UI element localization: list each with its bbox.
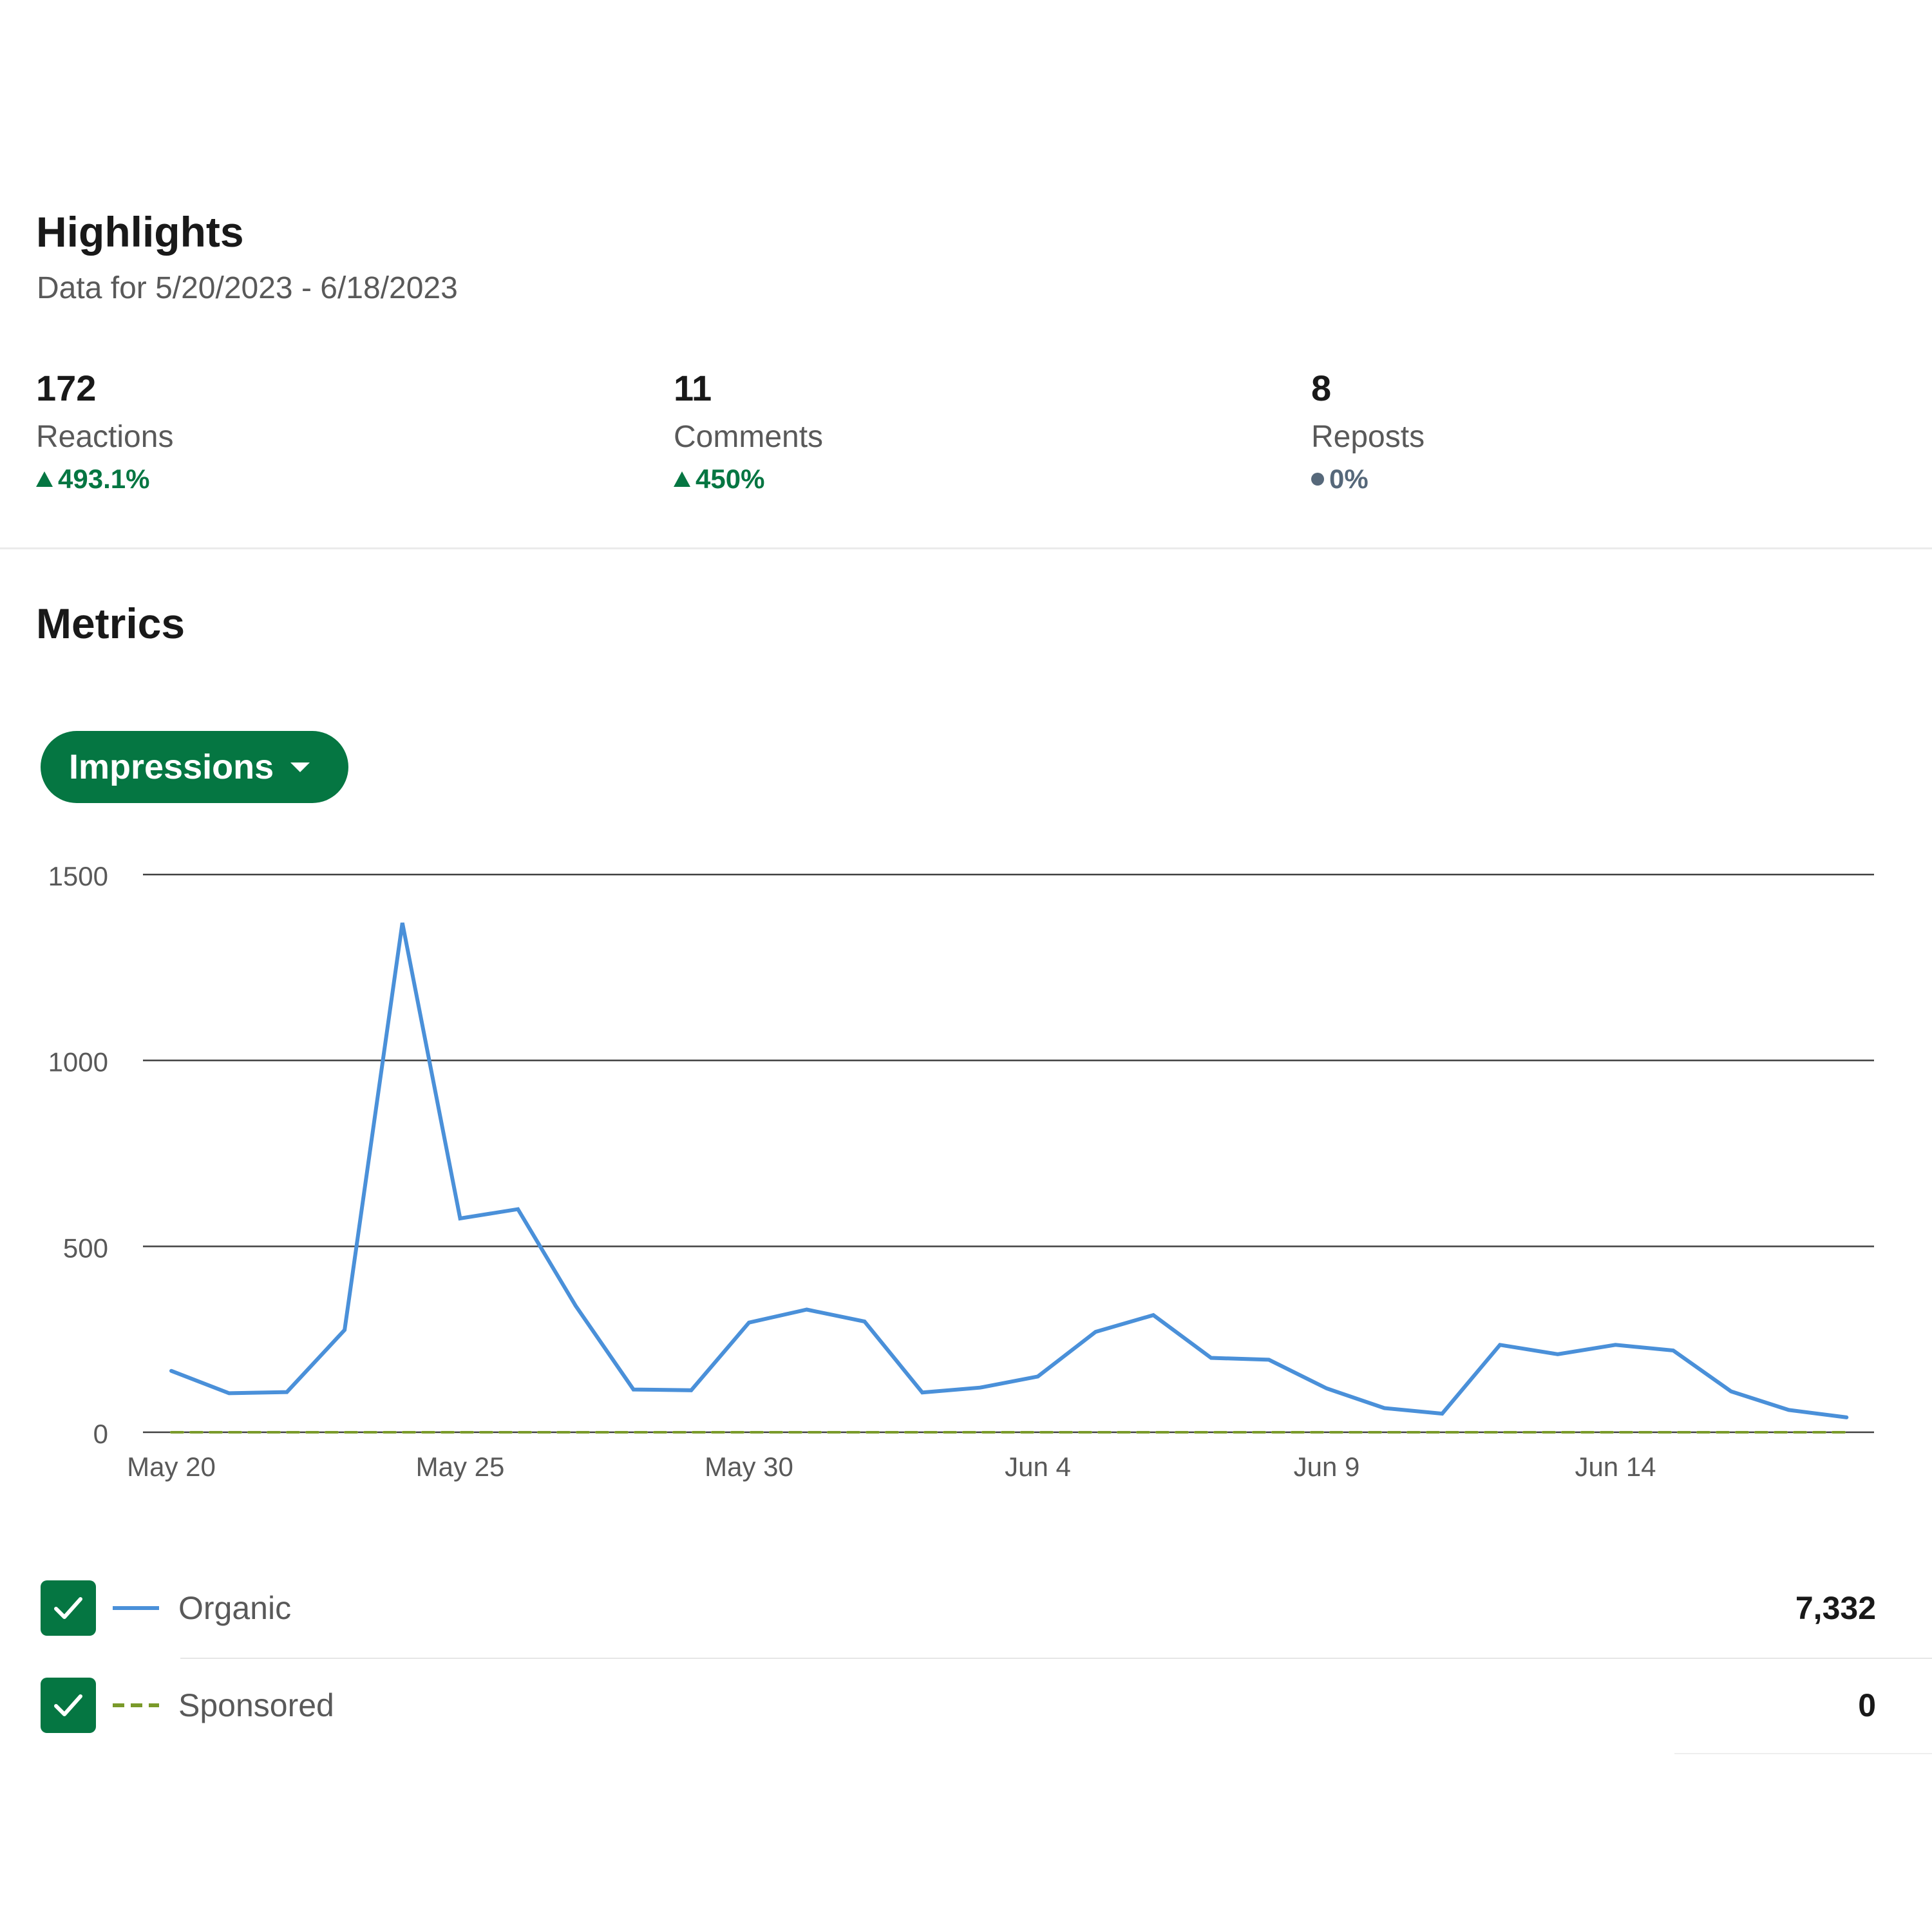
- stat-change-value: 493.1%: [58, 464, 150, 494]
- x-tick-label: May 30: [705, 1452, 793, 1482]
- sponsored-line-swatch: [113, 1703, 159, 1707]
- stat-reposts: 8 Reposts 0%: [1311, 367, 1425, 495]
- stat-value: 11: [674, 368, 712, 408]
- legend-label: Sponsored: [178, 1687, 334, 1723]
- sponsored-checkbox[interactable]: [41, 1678, 96, 1733]
- checkmark-icon: [54, 1597, 82, 1619]
- stat-reactions: 172 Reactions 493.1%: [36, 367, 173, 495]
- organic-line-swatch: [113, 1606, 159, 1610]
- stat-comments: 11 Comments 450%: [674, 367, 823, 495]
- trend-up-icon: [36, 471, 53, 487]
- highlights-title: Highlights: [36, 208, 244, 256]
- section-divider: [0, 547, 1932, 549]
- legend-divider: [180, 1658, 1932, 1659]
- stat-change-value: 0%: [1329, 464, 1368, 494]
- checkmark-icon: [54, 1694, 82, 1716]
- chart-gridlines: [143, 873, 1874, 1434]
- y-tick-label: 1000: [48, 1047, 108, 1077]
- stat-change: 0%: [1311, 464, 1425, 495]
- card-edge: [1674, 1753, 1932, 1754]
- stat-change: 450%: [674, 464, 823, 495]
- x-tick-label: Jun 14: [1575, 1452, 1656, 1482]
- impressions-line-chart: 0 500 1000 1500 May 20 May 25 May 30 Jun 4 Jun …: [48, 861, 1874, 1482]
- legend-total: 7,332: [1795, 1590, 1876, 1626]
- stat-label: Comments: [674, 420, 824, 454]
- x-tick-label: May 25: [416, 1452, 505, 1482]
- stat-label: Reposts: [1311, 420, 1425, 454]
- organic-checkbox[interactable]: [41, 1580, 96, 1636]
- metrics-title: Metrics: [36, 600, 185, 647]
- legend-total: 0: [1858, 1687, 1876, 1723]
- stat-value: 172: [36, 368, 97, 408]
- chart-y-ticks: 0 500 1000 1500: [48, 861, 108, 1449]
- trend-up-icon: [674, 471, 690, 487]
- x-tick-label: Jun 9: [1294, 1452, 1360, 1482]
- caret-down-icon: [290, 762, 310, 772]
- stat-label: Reactions: [36, 420, 174, 454]
- legend-organic[interactable]: Organic 7,332: [41, 1579, 1876, 1637]
- x-tick-label: May 20: [127, 1452, 216, 1482]
- chart-x-ticks: May 20 May 25 May 30 Jun 4 Jun 9 Jun 14: [127, 1452, 1656, 1482]
- x-tick-label: Jun 4: [1005, 1452, 1071, 1482]
- stat-change: 493.1%: [36, 464, 173, 495]
- highlights-date-range: Data for 5/20/2023 - 6/18/2023: [37, 271, 458, 305]
- stat-change-value: 450%: [696, 464, 765, 494]
- metric-dropdown-button[interactable]: Impressions: [41, 731, 348, 803]
- y-tick-label: 0: [93, 1419, 108, 1449]
- chart-series: [169, 922, 1849, 1434]
- metric-dropdown-label: Impressions: [69, 748, 274, 786]
- y-tick-label: 1500: [48, 861, 108, 891]
- trend-flat-icon: [1311, 473, 1324, 486]
- stat-value: 8: [1311, 368, 1332, 408]
- organic-series-line: [169, 922, 1849, 1419]
- legend-sponsored[interactable]: Sponsored 0: [41, 1676, 1876, 1734]
- y-tick-label: 500: [63, 1233, 108, 1263]
- legend-label: Organic: [178, 1590, 292, 1626]
